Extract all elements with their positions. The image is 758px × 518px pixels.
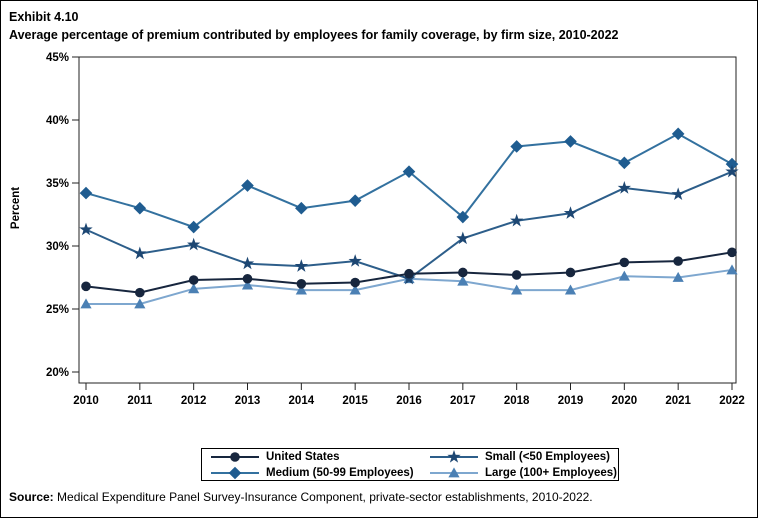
chart-title: Average percentage of premium contribute… (9, 28, 619, 42)
marker-small-50-employees-2014 (294, 259, 308, 272)
marker-united-states-2011 (135, 287, 145, 298)
marker-medium-50-99-employees-2019 (564, 135, 577, 148)
marker-large-100-employees-2019 (564, 284, 577, 295)
marker-united-states-2022 (727, 247, 737, 258)
legend-label-small: Small (<50 Employees) (485, 450, 610, 463)
marker-united-states-2018 (511, 270, 522, 280)
marker-medium-50-99-employees-2017 (456, 210, 470, 224)
marker-medium-50-99-employees-2012 (187, 220, 200, 234)
y-tick-label: 35% (46, 178, 69, 190)
x-tick-label: 2014 (289, 395, 315, 407)
marker-large-100-employees-2010 (80, 298, 92, 309)
legend-swatch-small (430, 449, 478, 463)
legend-item-medium: Medium (50-99 Employees) (210, 465, 429, 480)
source-text: Medical Expenditure Panel Survey-Insuran… (53, 490, 593, 504)
marker-medium-50-99-employees-2011 (133, 201, 147, 215)
marker-medium-50-99-employees-2010 (79, 186, 93, 200)
series-line-medium-50-99-employees (85, 132, 733, 229)
marker-large-100-employees-2013 (241, 279, 254, 290)
x-tick-label: 2017 (450, 395, 476, 407)
x-tick-label: 2021 (665, 395, 691, 407)
legend-item-large: Large (100+ Employees) (429, 465, 618, 480)
x-tick-label: 2020 (612, 395, 638, 407)
marker-large-100-employees-2012 (188, 283, 200, 294)
legend-label-united-states: United States (266, 450, 340, 463)
x-tick-label: 2013 (235, 395, 261, 407)
x-tick-label: 2018 (504, 395, 530, 407)
marker-united-states-2010 (81, 281, 91, 292)
y-tick-label: 20% (46, 367, 69, 379)
marker-small-50-employees-2020 (617, 181, 631, 194)
marker-large-100-employees-2017 (457, 275, 469, 286)
x-tick-label: 2011 (127, 395, 153, 407)
legend-item-united-states: United States (210, 449, 429, 464)
source-label: Source: (9, 490, 54, 504)
legend-label-large: Large (100+ Employees) (485, 466, 617, 479)
marker-united-states-2015 (350, 277, 360, 288)
marker-medium-50-99-employees-2020 (618, 156, 631, 170)
marker-medium-50-99-employees-2021 (671, 127, 685, 141)
marker-small-50-employees-2018 (510, 213, 524, 227)
marker-large-100-employees-2021 (672, 271, 684, 282)
marker-medium-50-99-employees-2018 (510, 140, 523, 153)
marker-small-50-employees-2017 (456, 231, 470, 245)
marker-united-states-2013 (242, 273, 253, 284)
marker-large-100-employees-2018 (511, 284, 523, 295)
x-tick-label: 2022 (719, 395, 745, 407)
legend-label-medium: Medium (50-99 Employees) (266, 466, 414, 479)
marker-large-100-employees-2011 (134, 298, 146, 309)
title-block: Exhibit 4.10 Average percentage of premi… (9, 8, 619, 44)
marker-medium-50-99-employees-2014 (295, 201, 308, 215)
marker-united-states-2012 (188, 275, 199, 285)
legend-swatch-medium (211, 466, 259, 479)
legend-marker-united-states (230, 451, 240, 462)
y-tick-label: 30% (46, 241, 69, 253)
x-tick-label: 2016 (396, 395, 422, 407)
marker-united-states-2017 (458, 267, 468, 278)
marker-small-50-employees-2010 (79, 222, 93, 236)
x-tick-label: 2010 (73, 395, 99, 407)
plot-border (78, 56, 737, 384)
legend-marker-small-50-employees (447, 449, 461, 463)
y-tick-label: 45% (46, 52, 69, 64)
marker-medium-50-99-employees-2015 (348, 194, 362, 207)
legend-swatch-united-states (211, 451, 259, 462)
marker-medium-50-99-employees-2022 (725, 157, 739, 171)
legend-marker-medium-50-99-employees (228, 466, 242, 479)
marker-united-states-2020 (619, 257, 630, 268)
marker-large-100-employees-2022 (726, 264, 738, 275)
marker-united-states-2014 (296, 279, 307, 289)
y-tick-label: 25% (46, 304, 69, 316)
marker-medium-50-99-employees-2013 (241, 179, 254, 192)
marker-small-50-employees-2012 (187, 237, 201, 251)
marker-small-50-employees-2021 (671, 187, 685, 200)
y-tick-label: 40% (46, 115, 69, 127)
source-note: Source: Medical Expenditure Panel Survey… (9, 490, 593, 504)
x-tick-label: 2012 (181, 395, 207, 407)
chart-legend: United States Small (<50 Employees) Medi… (201, 448, 619, 481)
x-tick-label: 2015 (342, 395, 368, 407)
x-tick-label: 2019 (558, 395, 584, 407)
marker-large-100-employees-2014 (295, 284, 307, 295)
marker-large-100-employees-2020 (618, 270, 630, 281)
marker-small-50-employees-2013 (240, 256, 255, 270)
marker-medium-50-99-employees-2016 (402, 165, 416, 178)
legend-swatch-large (430, 466, 478, 477)
marker-small-50-employees-2015 (348, 254, 362, 267)
legend-marker-large-100-employees (448, 466, 460, 477)
marker-united-states-2016 (404, 268, 414, 279)
marker-large-100-employees-2015 (349, 284, 361, 295)
exhibit-label: Exhibit 4.10 (9, 10, 79, 24)
marker-small-50-employees-2019 (563, 206, 578, 219)
marker-united-states-2019 (565, 267, 576, 278)
marker-united-states-2021 (673, 256, 683, 266)
legend-item-small: Small (<50 Employees) (429, 449, 618, 464)
y-axis-title: Percent (10, 187, 22, 229)
marker-small-50-employees-2022 (725, 164, 739, 178)
marker-small-50-employees-2011 (133, 246, 147, 260)
